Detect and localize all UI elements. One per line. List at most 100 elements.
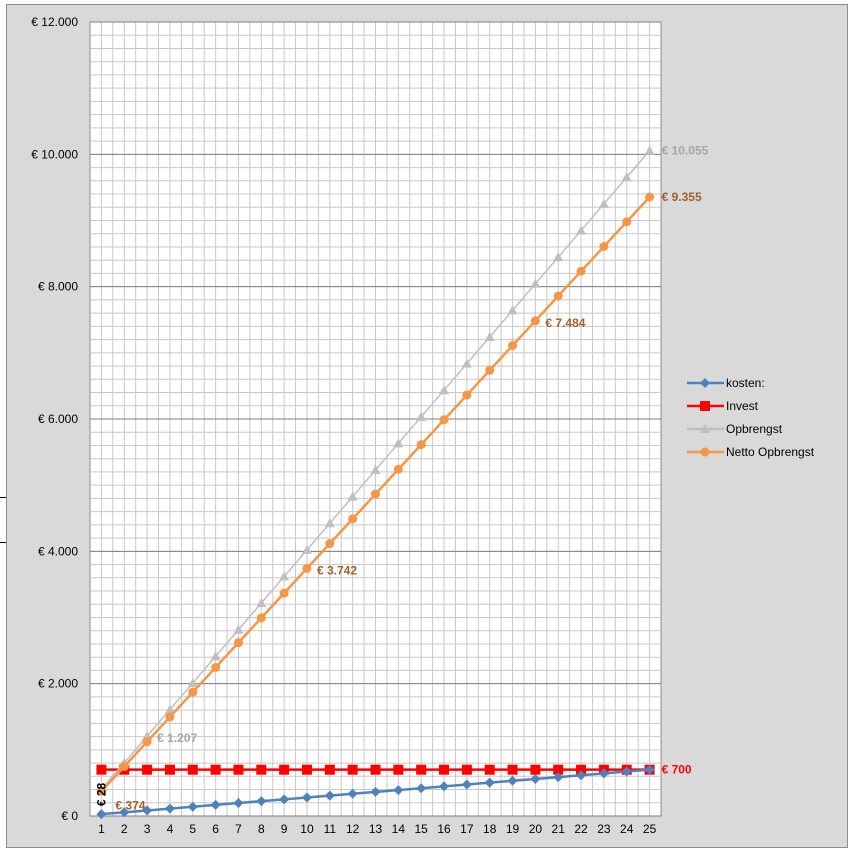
point-marker xyxy=(485,365,495,375)
point-marker xyxy=(256,613,266,623)
point-marker xyxy=(598,198,609,208)
x-tick-label: 17 xyxy=(460,822,474,836)
y-tick-label: € 8.000 xyxy=(38,280,78,294)
point-marker xyxy=(233,624,244,634)
point-marker xyxy=(507,305,518,315)
series-layer xyxy=(96,145,655,820)
point-marker xyxy=(347,788,358,799)
point-marker xyxy=(256,598,267,608)
point-marker xyxy=(393,785,404,796)
point-marker xyxy=(439,385,450,395)
point-marker xyxy=(370,465,381,475)
point-marker xyxy=(233,638,243,648)
point-marker xyxy=(530,316,540,326)
y-tick-label: € 2.000 xyxy=(38,677,78,691)
point-marker xyxy=(301,544,312,554)
point-marker xyxy=(347,491,358,501)
side-bracket xyxy=(0,497,10,543)
y-tick-label: € 12.000 xyxy=(31,15,78,29)
x-tick-label: 13 xyxy=(369,822,383,836)
point-marker xyxy=(233,764,244,775)
x-tick-label: 20 xyxy=(529,822,543,836)
point-marker xyxy=(553,291,563,301)
point-marker xyxy=(484,777,495,788)
point-marker xyxy=(530,278,541,288)
y-tick-label: € 6.000 xyxy=(38,412,78,426)
data-label: € 1.207 xyxy=(157,731,197,745)
point-marker xyxy=(301,792,312,803)
x-tick-label: 10 xyxy=(300,822,314,836)
point-marker xyxy=(416,783,427,794)
data-label: € 9.355 xyxy=(662,190,702,204)
legend-item: kosten: xyxy=(687,376,765,390)
point-marker xyxy=(233,798,244,809)
x-axis-tick-labels: 1 2 3 4 5 6 7 8 9 10 11 12 13 14 15 16 17 18 19 20 21 22 23 24 2… xyxy=(98,822,656,836)
point-marker xyxy=(370,786,381,797)
legend-label: Opbrengst xyxy=(726,422,783,436)
point-marker xyxy=(142,737,152,747)
point-marker xyxy=(142,805,153,816)
x-tick-label: 22 xyxy=(574,822,588,836)
point-marker xyxy=(393,764,404,775)
legend-item: Opbrengst xyxy=(687,422,783,436)
point-marker xyxy=(622,217,632,227)
point-marker xyxy=(576,770,587,781)
point-marker xyxy=(164,704,175,714)
point-marker xyxy=(96,786,106,796)
point-marker xyxy=(119,762,129,772)
x-tick-label: 8 xyxy=(258,822,265,836)
series-opbrengst xyxy=(96,145,655,794)
point-marker xyxy=(188,687,198,697)
x-tick-label: 1 xyxy=(98,822,105,836)
point-marker xyxy=(347,764,358,775)
point-marker xyxy=(507,764,518,775)
point-marker xyxy=(598,768,609,779)
y-axis-tick-labels: € 0 € 2.000 € 4.000 € 6.000 € 8.000 € 10.000 €… xyxy=(31,15,78,823)
point-marker xyxy=(370,764,381,775)
point-marker xyxy=(210,799,221,810)
point-marker xyxy=(279,588,289,598)
data-label: € 374 xyxy=(115,798,145,812)
point-marker xyxy=(210,651,221,661)
x-tick-label: 18 xyxy=(483,822,497,836)
x-tick-label: 4 xyxy=(167,822,174,836)
data-labels: € 28 € 374 € 1.207 € 3.742 € 7.484 € 9.355 € 1… xyxy=(94,144,708,813)
point-marker xyxy=(553,252,564,262)
point-marker xyxy=(256,764,267,775)
point-marker xyxy=(96,764,107,775)
point-marker xyxy=(700,424,710,433)
x-tick-label: 9 xyxy=(281,822,288,836)
data-label: € 700 xyxy=(662,763,692,777)
point-marker xyxy=(621,766,632,777)
point-marker xyxy=(416,440,426,450)
point-marker xyxy=(508,341,518,351)
point-marker xyxy=(324,764,335,775)
point-marker xyxy=(576,225,587,235)
x-tick-label: 12 xyxy=(346,822,360,836)
series-kosten xyxy=(96,764,655,820)
point-marker xyxy=(324,790,335,801)
y-tick-label: € 10.000 xyxy=(31,147,78,161)
point-marker xyxy=(461,358,472,368)
point-marker xyxy=(553,772,564,783)
point-marker xyxy=(507,775,518,786)
point-marker xyxy=(279,794,290,805)
major-gridlines xyxy=(90,21,661,817)
x-tick-label: 15 xyxy=(415,822,429,836)
point-marker xyxy=(256,796,267,807)
y-tick-label: € 4.000 xyxy=(38,544,78,558)
x-tick-label: 11 xyxy=(324,822,337,836)
legend-label: kosten: xyxy=(726,376,765,390)
point-marker xyxy=(576,764,587,775)
point-marker xyxy=(599,242,609,252)
point-marker xyxy=(393,464,403,474)
legend-label: Netto Opbrengst xyxy=(726,445,815,459)
point-marker xyxy=(645,192,655,202)
point-marker xyxy=(439,415,449,425)
point-marker xyxy=(416,764,427,775)
x-tick-label: 23 xyxy=(597,822,611,836)
point-marker xyxy=(530,773,541,784)
y-tick-label: € 0 xyxy=(61,809,78,823)
legend: kosten: Invest Opbrengst Netto Opbrengst xyxy=(687,376,815,459)
